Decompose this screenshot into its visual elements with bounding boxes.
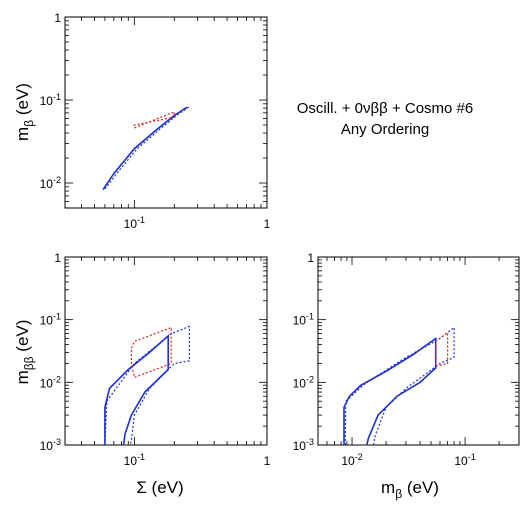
y-tick-label: 10-1 xyxy=(293,312,314,328)
panel-bottom-right: 10-2 10-1 10-3 10-2 10-1 1 mβ (eV) xyxy=(293,251,520,501)
y-tick-label: 1 xyxy=(54,11,61,25)
x-tick-label: 10-1 xyxy=(124,452,145,468)
blue-dotted-contour xyxy=(104,106,190,190)
y-tick-label: 10-3 xyxy=(293,437,314,453)
y-tick-label: 1 xyxy=(54,251,61,265)
blue-dotted-contour xyxy=(344,326,455,446)
red-dotted-contour xyxy=(435,331,449,368)
red-dotted-contour xyxy=(130,326,172,379)
annotation-line-2: Any Ordering xyxy=(341,121,429,138)
y-tick-label: 10-3 xyxy=(40,437,61,453)
y-tick-label: 10-2 xyxy=(40,374,61,390)
annotation-line-1: Oscill. + 0νββ + Cosmo #6 xyxy=(297,100,473,117)
blue-solid-contour xyxy=(102,106,188,191)
y-tick-label: 10-1 xyxy=(40,92,61,108)
y-tick-label: 10-2 xyxy=(293,374,314,390)
y-tick-label: 1 xyxy=(307,251,314,265)
red-dotted-contour xyxy=(133,110,175,129)
x-tick-label: 10-2 xyxy=(341,452,362,468)
x-tick-label: 1 xyxy=(264,454,271,468)
x-axis-label: Σ (eV) xyxy=(136,478,183,497)
y-axis-label: mββ (eV) xyxy=(13,320,36,385)
blue-dotted-contour xyxy=(104,325,190,446)
y-tick-label: 10-2 xyxy=(40,175,61,191)
plot-frame xyxy=(64,256,268,446)
panel-bottom-left: 10-1 1 10-3 10-2 10-1 1 Σ (eV) mββ (eV) xyxy=(13,251,271,497)
y-axis-label: mβ (eV) xyxy=(13,83,36,141)
x-axis-label: mβ (eV) xyxy=(381,478,439,501)
panel-top-left: 10-1 1 10-2 10-1 1 mβ (eV) xyxy=(13,11,271,231)
x-tick-label: 10-1 xyxy=(454,452,475,468)
blue-solid-contour xyxy=(343,336,437,446)
plot-frame xyxy=(317,256,520,446)
plot-frame xyxy=(64,16,268,209)
blue-solid-contour xyxy=(104,334,169,446)
y-tick-label: 10-1 xyxy=(40,312,61,328)
x-tick-label: 10-1 xyxy=(124,215,145,231)
x-tick-label: 1 xyxy=(264,217,271,231)
